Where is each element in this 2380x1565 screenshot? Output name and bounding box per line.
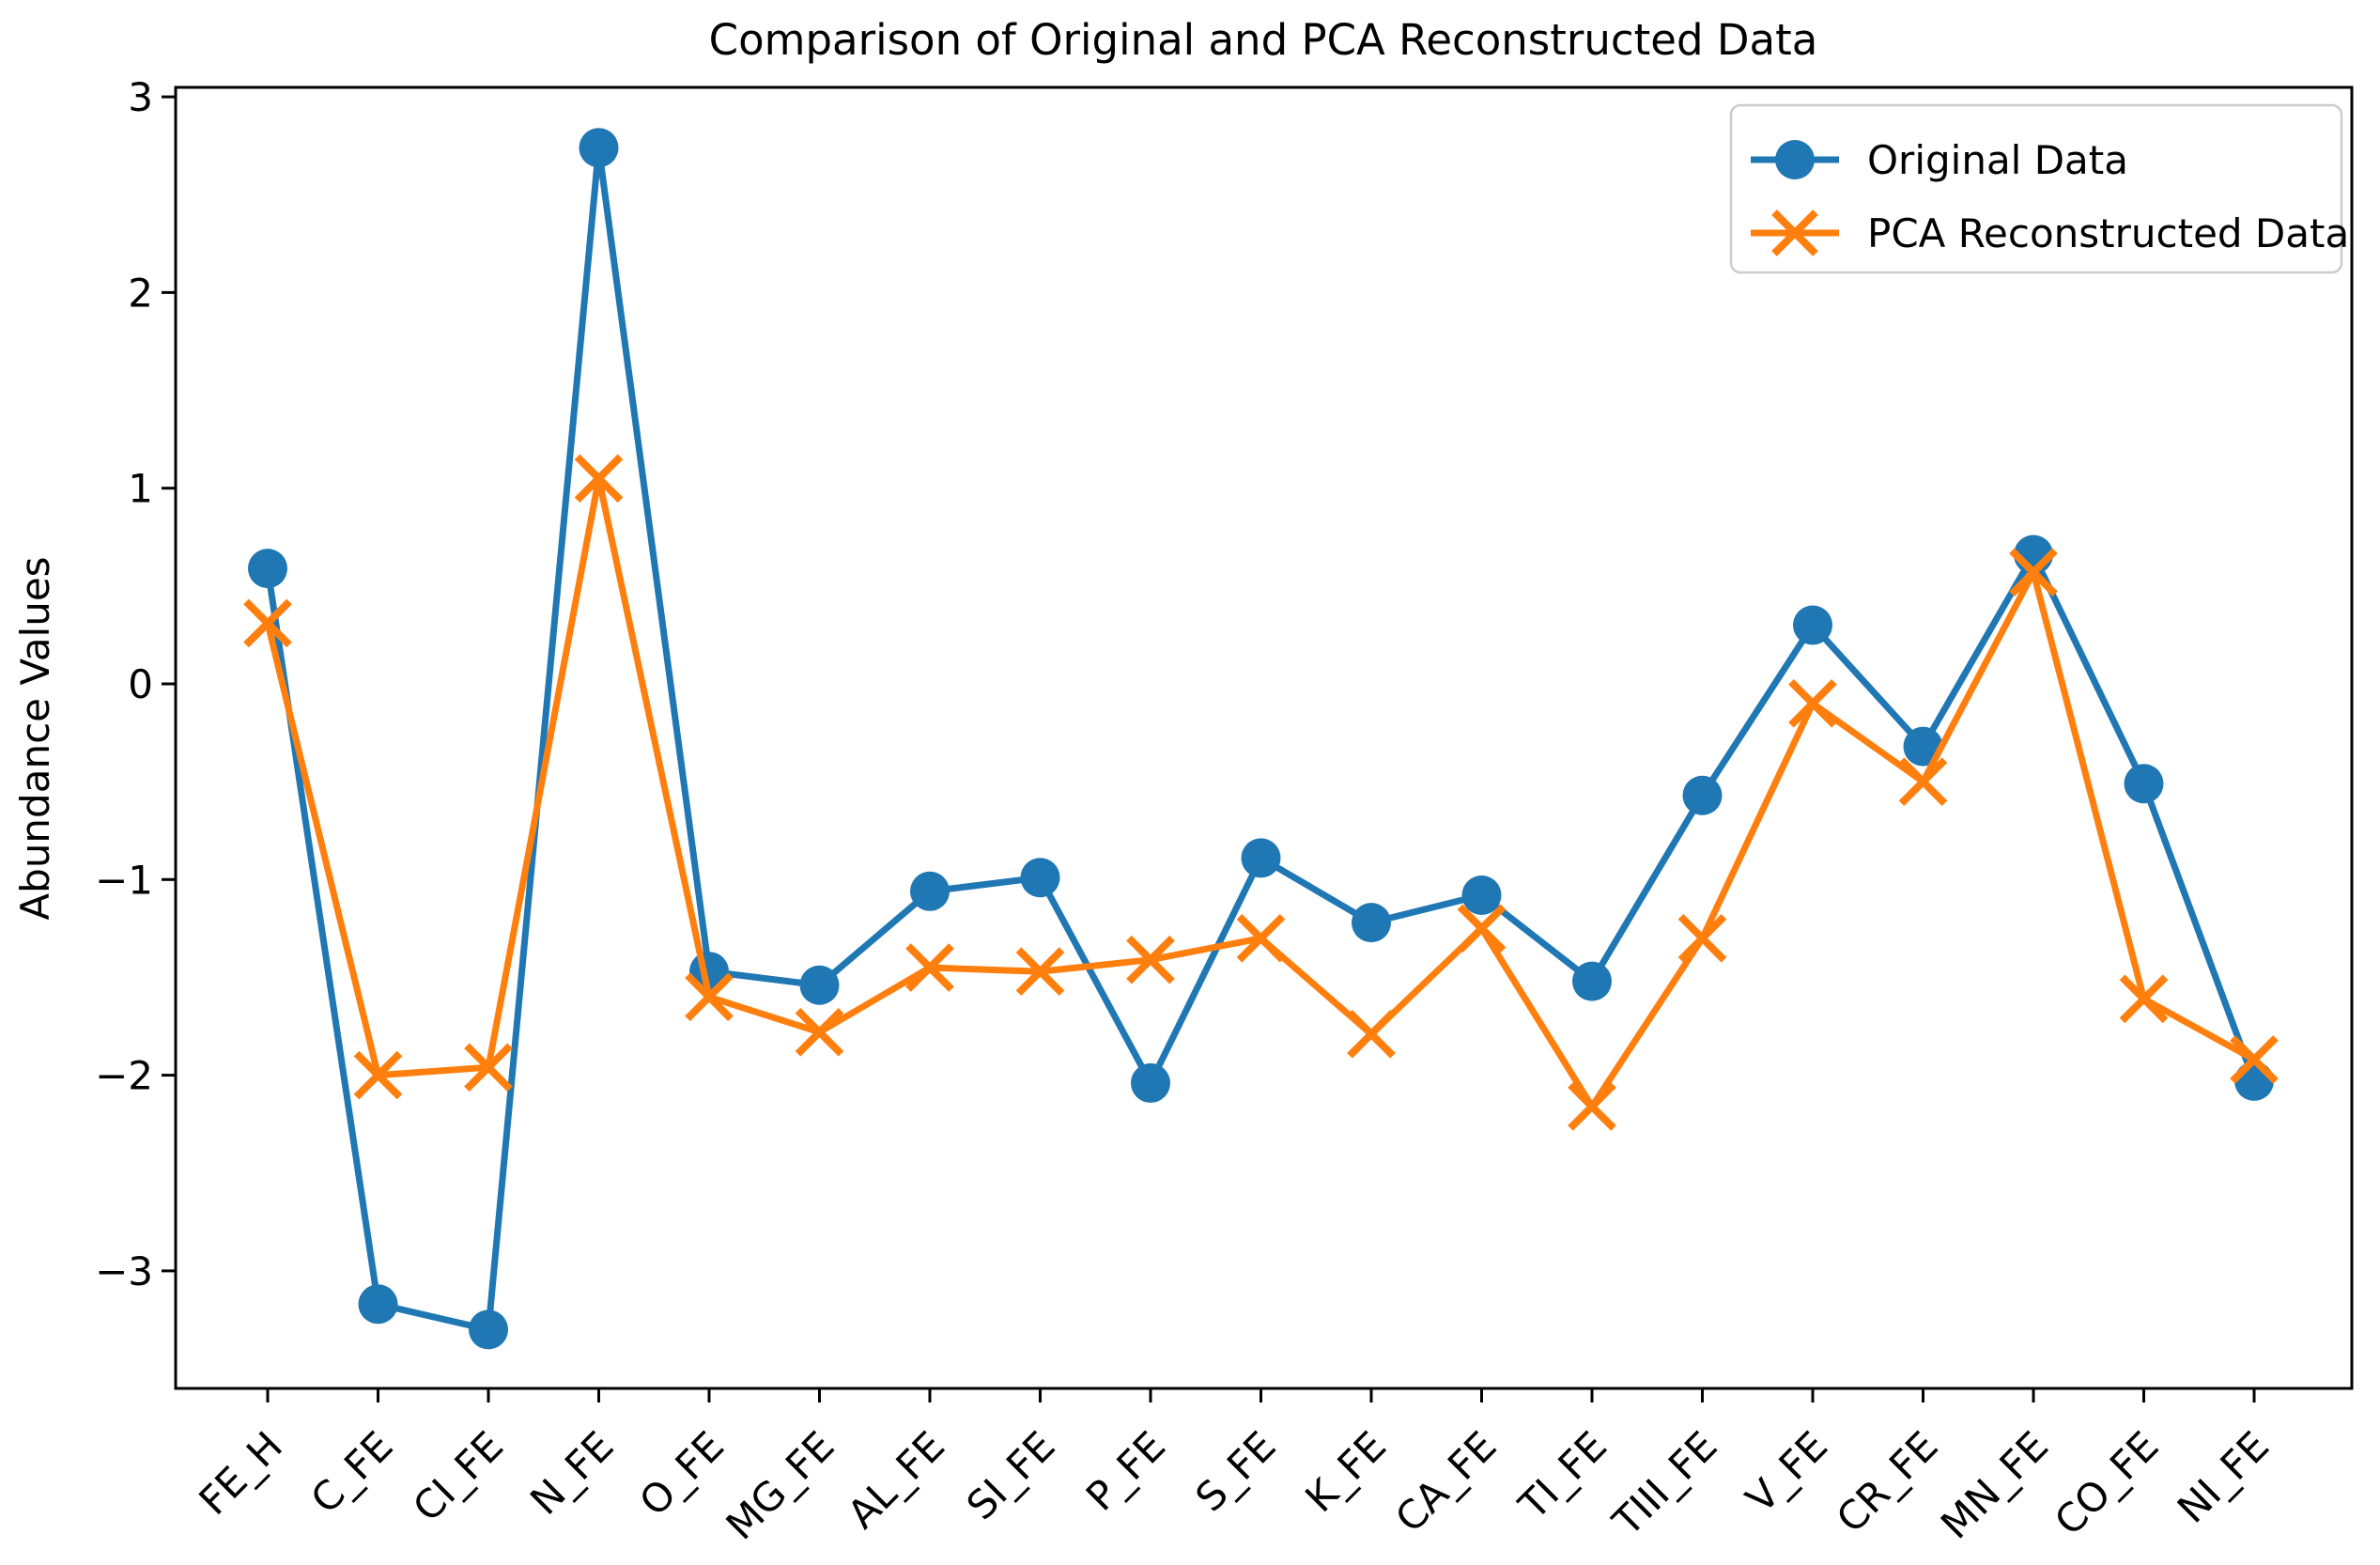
plot-border [174,85,2354,1390]
data-point-circle [1572,961,1612,1001]
x-tick-label: MG_FE [718,1422,843,1548]
data-series [243,128,2279,1350]
x-tick-label: CO_FE [2046,1422,2167,1543]
x-tick-label: CI_FE [404,1422,512,1530]
data-point-circle [248,549,287,589]
data-point-x [464,1043,513,1092]
data-point-x [1898,757,1948,806]
data-point-circle [469,1309,508,1350]
x-tick-label: TI_FE [1509,1422,1615,1528]
data-point-circle [910,871,950,911]
legend-entry-pca: PCA Reconstructed Data [1751,209,2349,256]
series-x [243,454,2279,1131]
x-tick-label: O_FE [630,1422,733,1525]
x-tick-label: NI_FE [2169,1422,2278,1531]
x-tick-label: CR_FE [1828,1422,1947,1542]
y-tick-label: −1 [95,857,153,903]
data-point-x [1015,947,1065,997]
data-point-x [1677,913,1727,963]
chart-title: Comparison of Original and PCA Reconstru… [709,15,1818,65]
x-tick-label: FE_H [190,1422,291,1524]
x-tick-label: CA_FE [1386,1422,1505,1541]
data-point-x [2119,974,2169,1024]
data-point-circle [1682,775,1723,815]
y-tick-label: 0 [128,661,153,707]
x-tick-label: MN_FE [1932,1422,2057,1547]
legend-label-pca: PCA Reconstructed Data [1867,210,2349,256]
data-point-circle [2124,764,2164,804]
x-tick-label: AL_FE [839,1422,953,1537]
data-point-circle [1793,605,1832,645]
series-line [264,144,2258,1333]
data-point-circle [1352,903,1391,943]
legend-label-original: Original Data [1867,137,2128,183]
data-point-circle [1241,838,1281,878]
data-point-circle [1131,1062,1170,1103]
data-point-circle [1461,875,1502,915]
data-point-x [1126,935,1175,984]
data-point-circle [358,1284,398,1325]
x-tick-label: N_FE [521,1422,623,1524]
data-point-x [1788,679,1837,728]
data-point-x [1457,904,1507,953]
x-tick-label: V_FE [1737,1422,1836,1522]
x-tick-label: TIII_FE [1603,1422,1725,1544]
x-tick-label: C_FE [301,1422,401,1522]
data-point-x [574,454,624,504]
data-point-x [353,1050,403,1100]
data-point-x [2009,548,2058,597]
data-point-x [2230,1035,2279,1084]
legend-box [1729,103,2343,274]
y-tick-label: 1 [128,466,153,512]
data-point-circle [799,965,840,1005]
y-axis-label: Abundance Values [12,556,58,920]
data-point-circle [579,128,619,168]
data-point-x [1347,1010,1396,1059]
data-point-circle [2234,1061,2274,1101]
x-tick-label: SI_FE [958,1422,1064,1528]
data-point-x [685,972,734,1022]
series-line [264,474,2256,1110]
data-point-x [1236,913,1286,963]
legend-x-marker-icon [1771,209,1818,256]
x-tick-label: S_FE [1186,1422,1284,1520]
data-point-x [905,943,954,992]
legend-circle-marker-icon [1775,140,1815,179]
x-tick-label: P_FE [1077,1422,1174,1519]
y-tick-label: −3 [95,1248,153,1294]
data-point-x [795,1007,844,1057]
legend: Original Data PCA Reconstructed Data [1729,103,2349,274]
x-tick-label: K_FE [1296,1422,1395,1521]
data-point-x [1568,1082,1616,1131]
y-tick-label: 2 [128,270,153,316]
y-axis-ticks: −3 −2 −1 0 1 2 3 [95,74,176,1294]
y-tick-label: −2 [95,1053,153,1099]
series-circle [248,128,2274,1350]
data-point-x [243,598,292,648]
data-point-circle [1020,858,1060,898]
legend-entry-original: Original Data [1751,137,2128,183]
y-tick-label: 3 [128,74,153,120]
